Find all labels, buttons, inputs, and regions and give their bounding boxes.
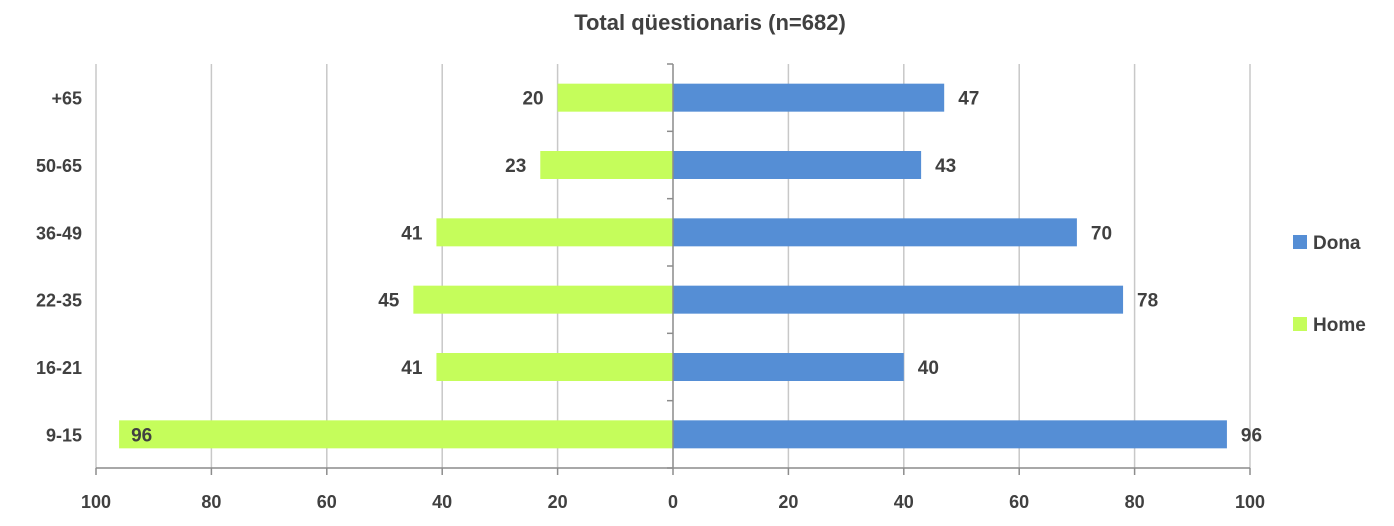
legend-swatch-home [1293,317,1307,331]
x-tick-label: 40 [894,492,914,512]
bar-home-36-49 [436,218,673,247]
bar-home-22-35 [413,285,673,314]
bars [119,83,1227,449]
value-label-home: 20 [522,89,543,110]
category-label: 50-65 [36,156,82,176]
category-label: 9-15 [46,425,82,445]
bar-home-9-15 [119,420,673,449]
bar-dona-50-65 [673,151,922,179]
x-tick-label: 80 [1125,492,1145,512]
category-label: 36-49 [36,223,82,243]
x-tick-label: 60 [317,492,337,512]
value-label-home: 41 [401,358,423,379]
chart-title: Total qüestionaris (n=682) [574,10,846,35]
bar-home-65 [557,83,673,112]
axes: 100 80 60 40 20 0 20 40 60 80 100 [81,63,1265,512]
value-label-dona: 96 [1241,425,1262,446]
legend-swatch-dona [1293,235,1307,249]
value-label-dona: 47 [958,89,979,110]
value-label-home: 96 [131,425,152,446]
legend-label-home: Home [1313,315,1366,336]
bar-home-16-21 [436,353,673,381]
value-label-dona: 70 [1091,223,1112,244]
value-label-dona: 43 [935,156,956,177]
x-tick-label: 0 [668,492,678,512]
x-tick-label: 20 [548,492,568,512]
bar-dona-9-15 [673,420,1227,449]
value-label-home: 23 [505,156,526,177]
x-tick-label: 100 [1235,492,1265,512]
category-label: 16-21 [36,358,82,378]
x-tick-label: 80 [201,492,221,512]
value-label-home: 45 [378,291,400,312]
bar-dona-16-21 [673,353,904,381]
x-tick-label: 20 [778,492,798,512]
data-labels: +65 47 20 50-65 43 23 36-49 70 41 22-35 78 45 16-21 4… [36,89,1262,447]
category-label: +65 [51,89,82,109]
legend-label-dona: Dona [1313,233,1361,254]
value-label-dona: 40 [918,358,939,379]
value-label-home: 41 [401,223,423,244]
legend: Dona Home [1293,233,1366,336]
x-tick-label: 100 [81,492,111,512]
x-tick-label: 40 [432,492,452,512]
bar-home-50-65 [540,151,673,179]
x-tick-label: 60 [1009,492,1029,512]
gridlines [95,64,1251,468]
bar-dona-65 [673,83,945,112]
bar-dona-22-35 [673,285,1124,314]
value-label-dona: 78 [1137,291,1158,312]
bar-dona-36-49 [673,218,1077,247]
category-label: 22-35 [36,291,82,311]
